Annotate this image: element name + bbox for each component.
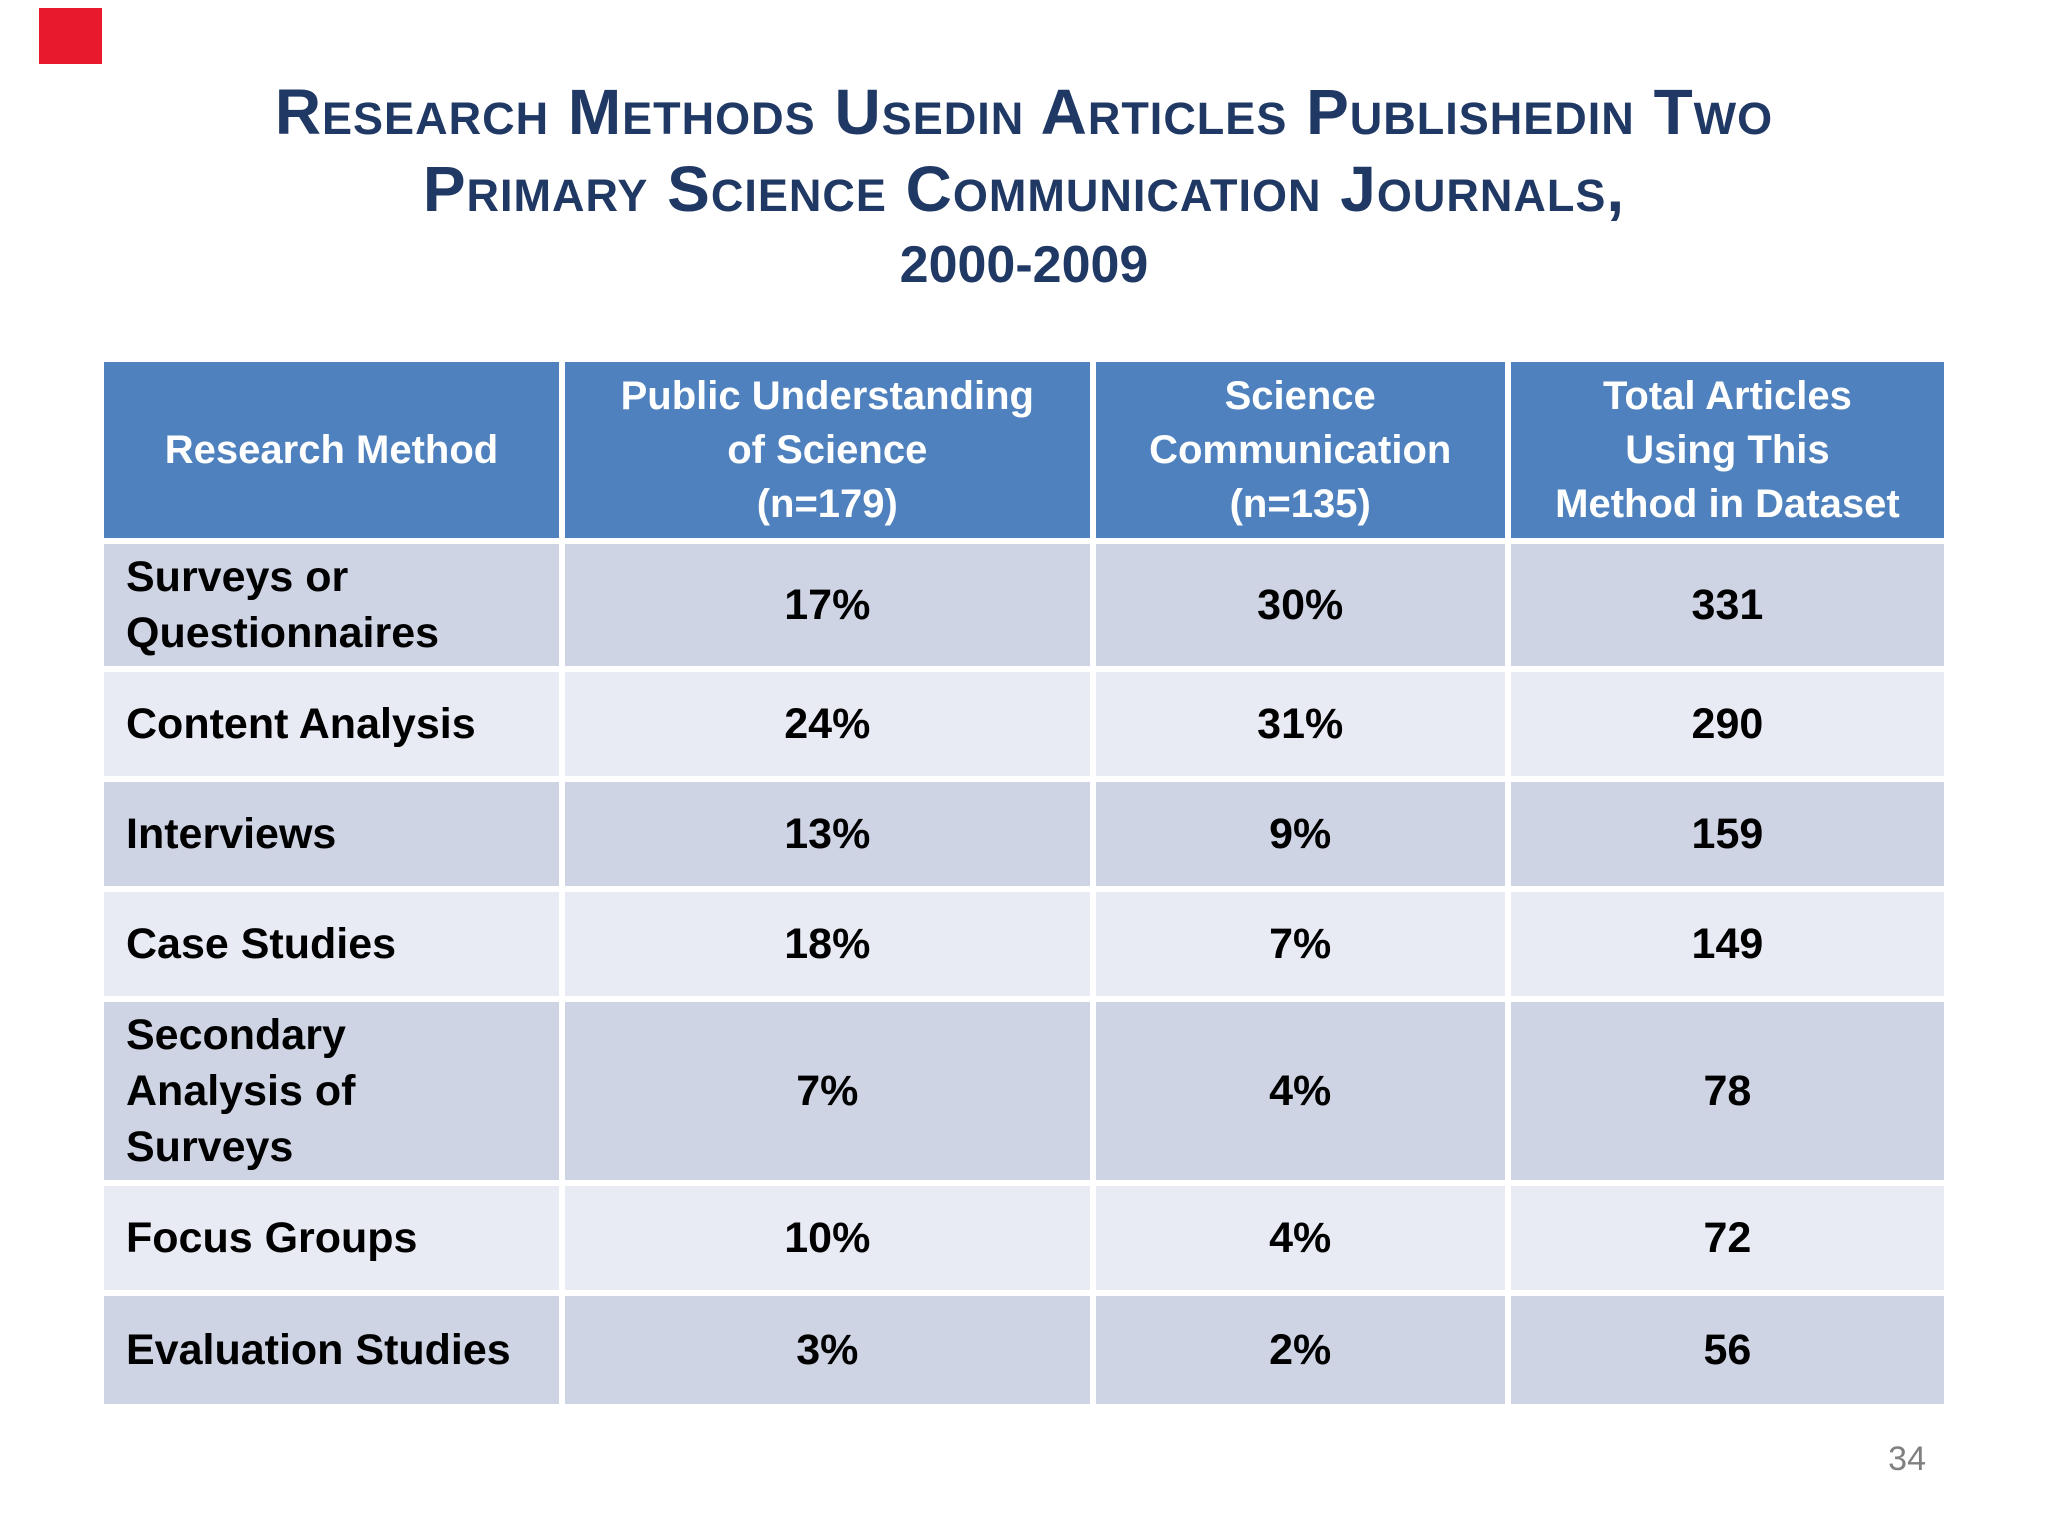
value-cell: 3% (565, 1296, 1090, 1404)
method-cell: Interviews (104, 782, 559, 886)
value-cell: 290 (1510, 672, 1944, 776)
title-line-3: 2000-2009 (899, 236, 1149, 294)
col-header-research-method: Research Method (104, 362, 559, 538)
value-cell: 13% (565, 782, 1090, 886)
method-cell: Focus Groups (104, 1186, 559, 1290)
value-cell: 18% (565, 892, 1090, 996)
title-line-2: Primary Science Communication Journals, (422, 153, 1626, 225)
method-cell: Case Studies (104, 892, 559, 996)
value-cell: 2% (1095, 1296, 1505, 1404)
slide-title: Research Methods Usedin Articles Publish… (0, 74, 2048, 296)
method-cell: Secondary Analysis of Surveys (104, 1002, 559, 1180)
red-marker (39, 8, 102, 64)
value-cell: 56 (1510, 1296, 1944, 1404)
page-number: 34 (1888, 1440, 1926, 1478)
value-cell: 24% (565, 672, 1090, 776)
methods-table: Research Method Public Understanding of … (104, 362, 1944, 1404)
value-cell: 7% (1095, 892, 1505, 996)
value-cell: 10% (565, 1186, 1090, 1290)
col-header-science-communication: Science Communication (n=135) (1095, 362, 1505, 538)
value-cell: 331 (1510, 544, 1944, 666)
value-cell: 72 (1510, 1186, 1944, 1290)
value-cell: 17% (565, 544, 1090, 666)
value-cell: 159 (1510, 782, 1944, 886)
method-cell: Content Analysis (104, 672, 559, 776)
method-cell: Surveys or Questionnaires (104, 544, 559, 666)
method-cell: Evaluation Studies (104, 1296, 559, 1404)
col-header-public-understanding: Public Understanding of Science (n=179) (565, 362, 1090, 538)
value-cell: 31% (1095, 672, 1505, 776)
value-cell: 4% (1095, 1002, 1505, 1180)
value-cell: 9% (1095, 782, 1505, 886)
col-header-total-articles: Total Articles Using This Method in Data… (1510, 362, 1944, 538)
value-cell: 7% (565, 1002, 1090, 1180)
value-cell: 30% (1095, 544, 1505, 666)
value-cell: 78 (1510, 1002, 1944, 1180)
value-cell: 149 (1510, 892, 1944, 996)
title-line-1: Research Methods Usedin Articles Publish… (274, 76, 1774, 148)
value-cell: 4% (1095, 1186, 1505, 1290)
